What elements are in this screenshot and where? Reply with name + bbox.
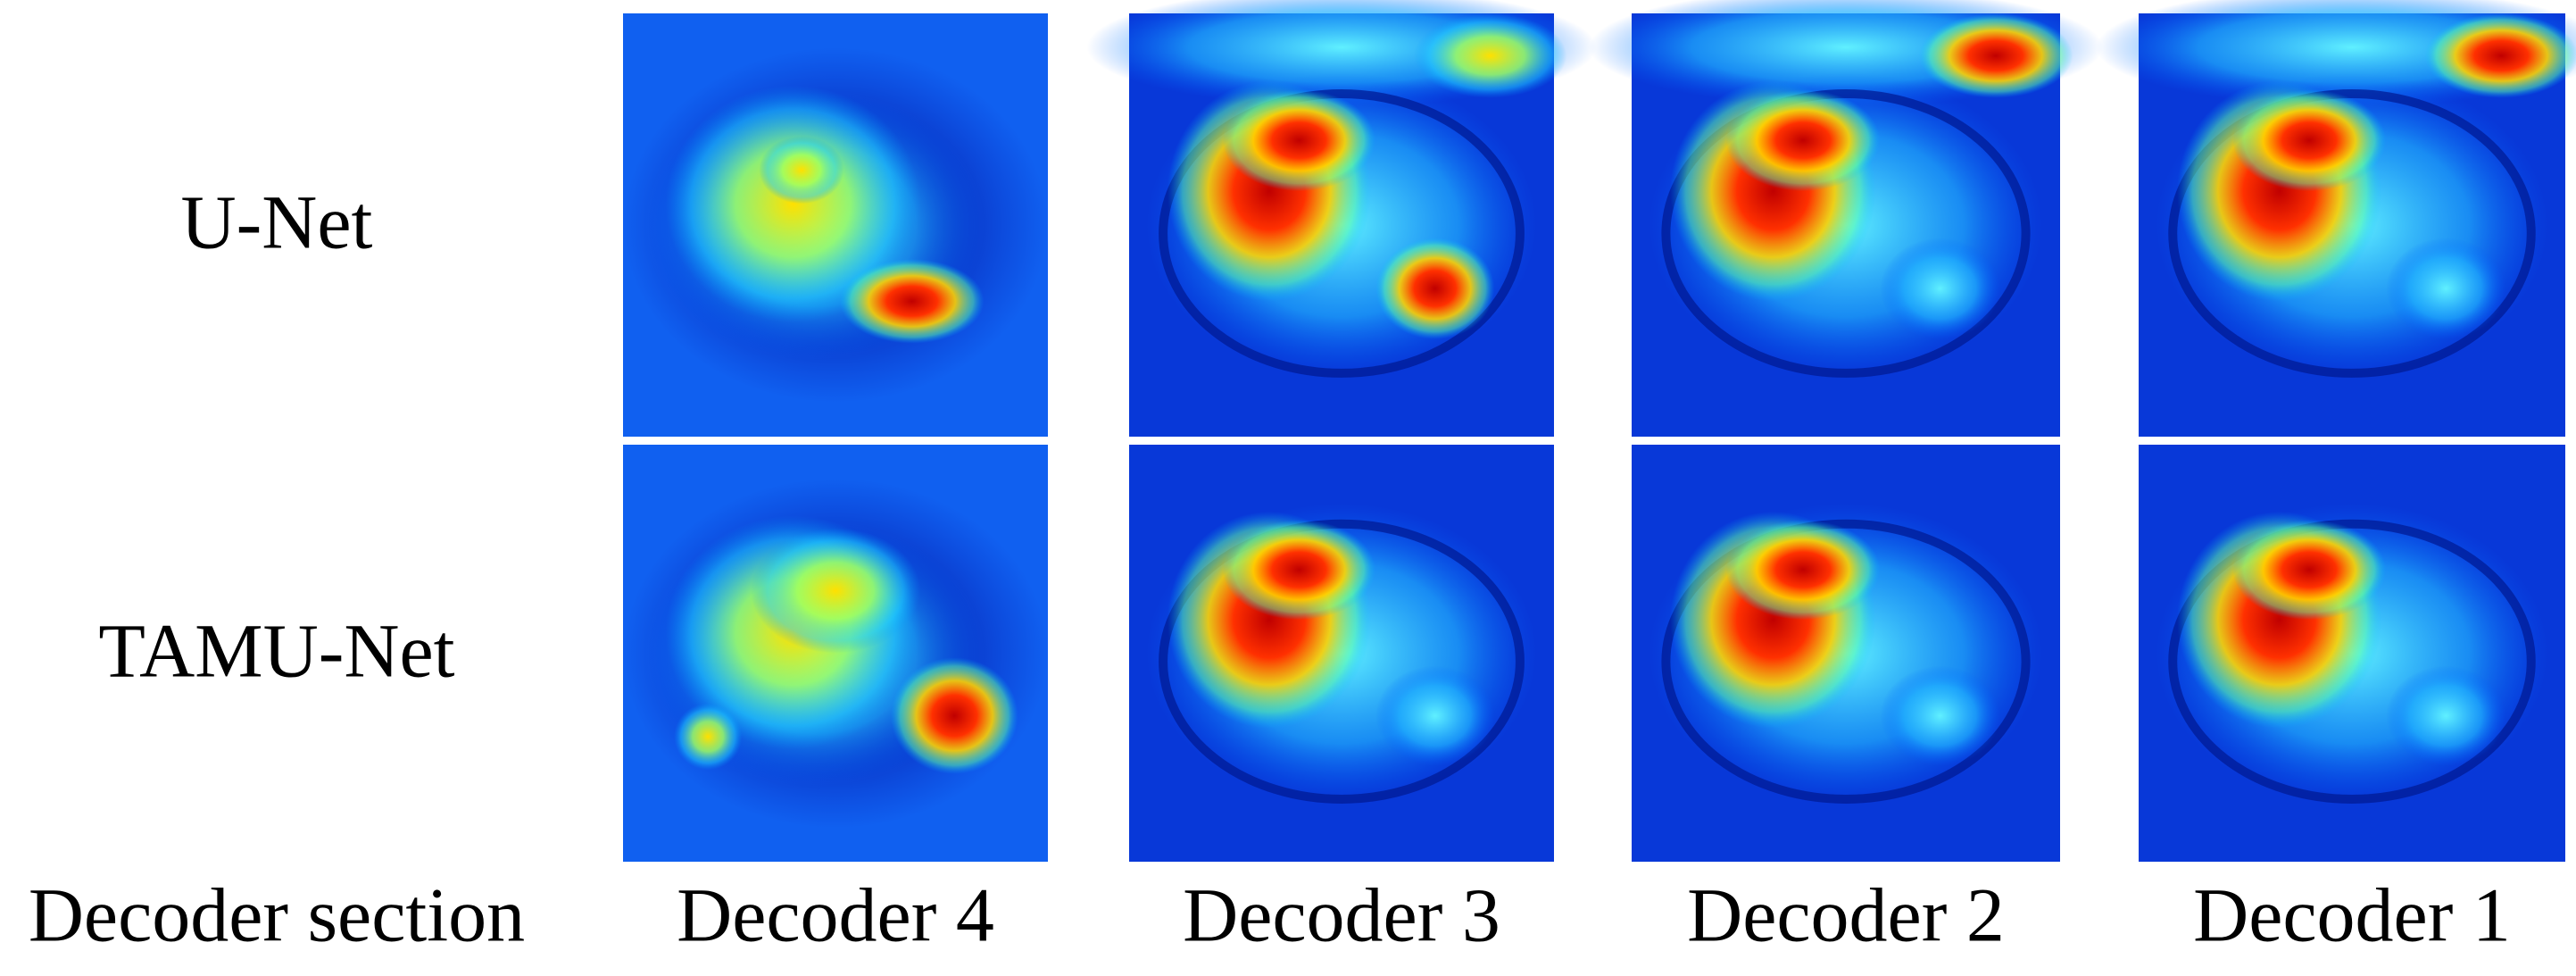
heat-region: [2386, 665, 2506, 766]
heat-region: [665, 85, 921, 323]
heatmap: [1129, 445, 1554, 862]
heat-region: [2232, 89, 2387, 192]
heatmap: [623, 445, 1048, 862]
heat-region: [2424, 13, 2576, 98]
heatmap: [2096, 0, 2576, 437]
body-outline: [1661, 519, 2031, 804]
heatmap: [2139, 445, 2565, 862]
heat-region: [1918, 13, 2073, 98]
heatmap: [1589, 0, 2103, 437]
heat-region: [1725, 89, 1881, 192]
heat-region: [1880, 238, 2000, 339]
column-label: Decoder 3: [1183, 872, 1500, 958]
heat-region: [674, 703, 743, 771]
heat-region: [2232, 520, 2387, 621]
row-label: TAMU-Net: [98, 608, 454, 694]
heat-region: [1375, 238, 1495, 339]
heat-region: [759, 136, 844, 204]
heat-region: [750, 528, 921, 654]
heat-region: [1880, 665, 2000, 766]
heat-region: [839, 258, 985, 344]
heatmap-grid: [623, 0, 2576, 862]
body-outline: [1661, 89, 2031, 378]
heat-region: [1725, 520, 1881, 621]
body-outline: [2168, 89, 2536, 378]
heat-region: [1222, 520, 1376, 621]
heat-region: [890, 657, 1018, 774]
row-label: U-Net: [181, 179, 373, 265]
heatmap: [1632, 445, 2060, 862]
heat-region: [1413, 13, 1567, 98]
heat-region: [2386, 238, 2506, 339]
heat-region: [1375, 665, 1495, 766]
column-label: Decoder 1: [2193, 872, 2511, 958]
body-outline: [1159, 519, 1525, 804]
heatmap: [623, 13, 1048, 437]
column-label: Decoder 4: [677, 872, 994, 958]
column-label: Decoder 2: [1687, 872, 2005, 958]
column-header: Decoder section: [29, 872, 525, 958]
body-outline: [2168, 519, 2536, 804]
heat-region: [1222, 89, 1376, 192]
heatmap: [1086, 0, 1597, 437]
body-outline: [1159, 89, 1525, 378]
